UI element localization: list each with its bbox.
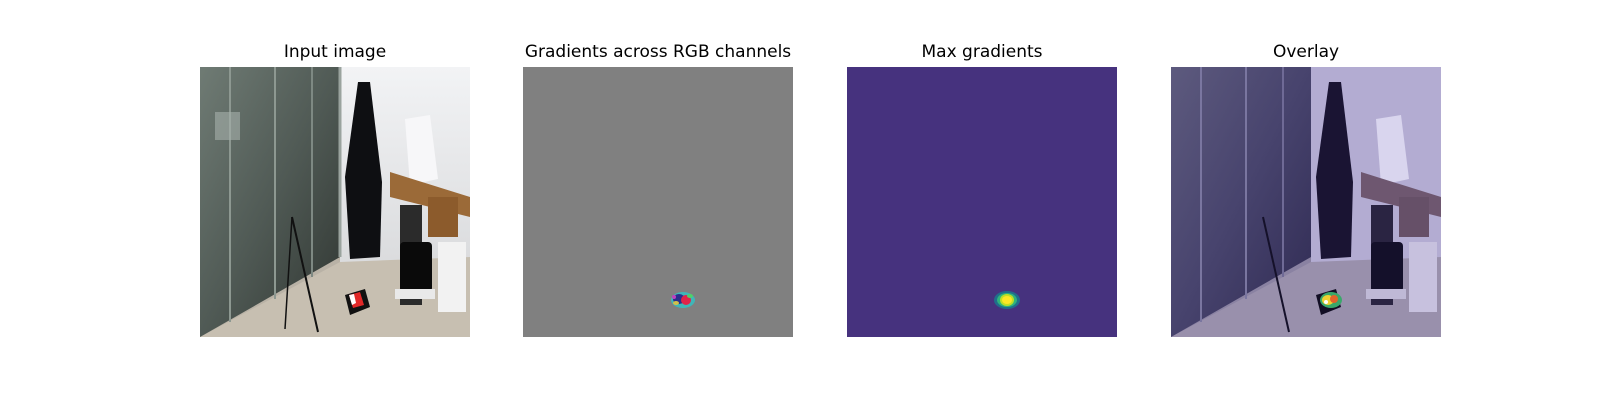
panel-title: Overlay <box>1272 42 1340 62</box>
panel-title: Input image <box>283 42 387 62</box>
panel-overlay: Overlay <box>1171 0 1441 400</box>
gradients-rgb-image <box>523 67 793 337</box>
panel-max-gradients: Max gradients <box>847 0 1117 400</box>
panel-title: Gradients across RGB channels <box>524 42 792 62</box>
max-gradients-image <box>847 67 1117 337</box>
overlay-image <box>1171 67 1441 337</box>
panel-input-image: Input image <box>200 0 470 400</box>
input-image <box>200 67 470 337</box>
panel-title: Max gradients <box>921 42 1043 62</box>
panel-gradients-rgb: Gradients across RGB channels <box>523 0 793 400</box>
